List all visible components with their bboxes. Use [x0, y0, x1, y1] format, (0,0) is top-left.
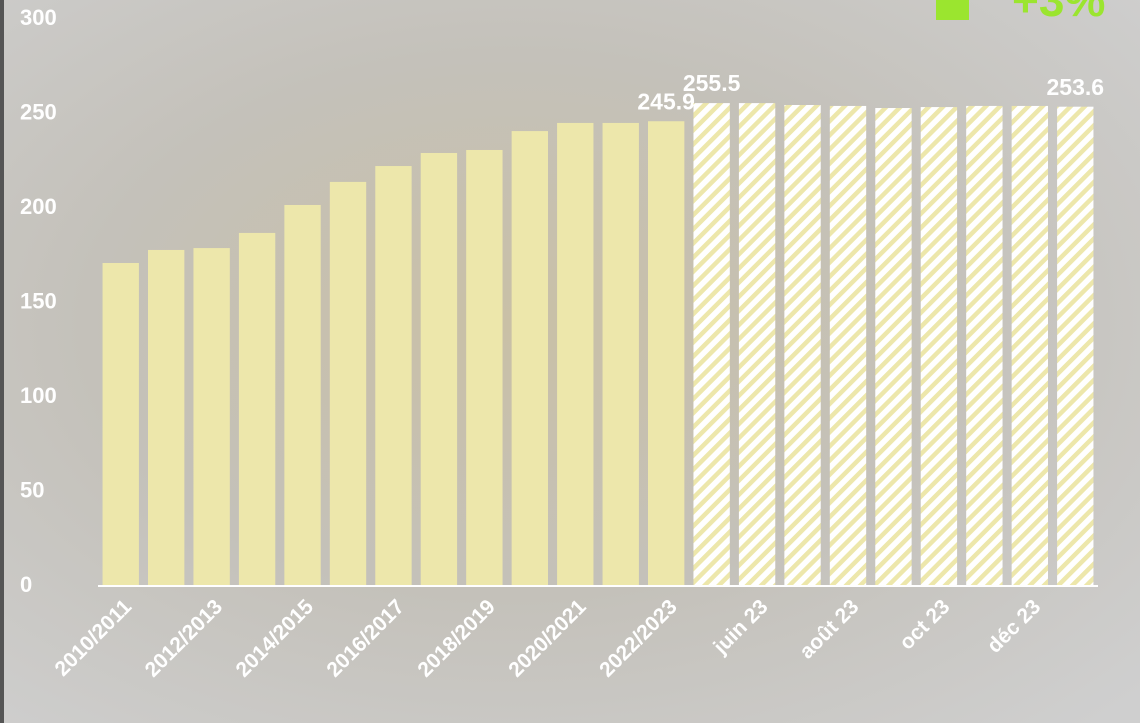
- y-tick-label: 100: [20, 383, 57, 408]
- bar: [920, 107, 958, 586]
- y-tick-label: 250: [20, 99, 57, 124]
- data-label: 245.9: [637, 88, 695, 114]
- bar: [1057, 106, 1094, 587]
- bar: [557, 122, 594, 586]
- bar: [238, 232, 276, 586]
- bar: [511, 131, 548, 586]
- frame-edge: [0, 0, 4, 723]
- bar: [829, 105, 867, 586]
- bar: [284, 204, 321, 586]
- y-tick-label: 200: [20, 194, 57, 219]
- annotation: +3%: [1012, 0, 1105, 26]
- bar: [875, 108, 912, 587]
- bar: [329, 181, 367, 586]
- bar: [966, 105, 1003, 586]
- bar: [193, 248, 230, 586]
- bar: [784, 104, 821, 587]
- bar: [375, 166, 412, 587]
- legend-swatch: [936, 0, 969, 20]
- y-tick-label: 0: [20, 572, 32, 597]
- bar: [102, 262, 139, 586]
- bar: [420, 153, 458, 586]
- bar: [1011, 105, 1048, 586]
- bar: [148, 249, 185, 586]
- bar: [602, 122, 639, 586]
- data-label: 255.5: [683, 70, 741, 96]
- y-tick-label: 50: [20, 477, 44, 502]
- bar: [648, 121, 685, 587]
- bar: [693, 103, 730, 586]
- y-tick-label: 300: [20, 5, 57, 30]
- y-tick-label: 150: [20, 288, 57, 313]
- bar: [466, 149, 503, 587]
- bar: [738, 103, 776, 586]
- data-label: 253.6: [1046, 74, 1104, 100]
